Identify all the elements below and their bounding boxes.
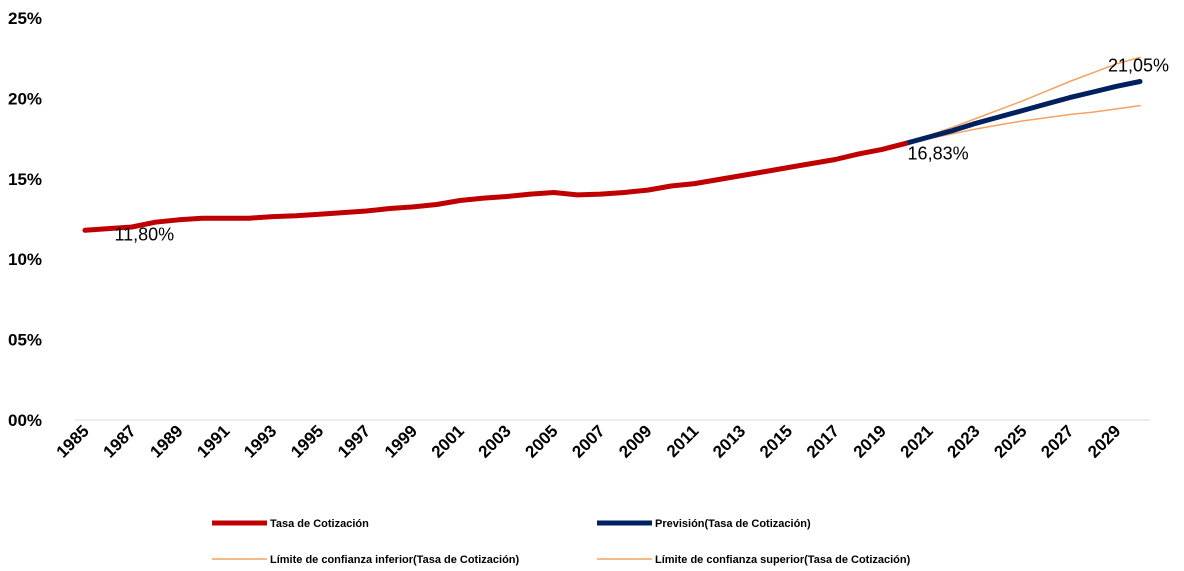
legend-label: Tasa de Cotización xyxy=(270,518,369,530)
x-tick-label: 2009 xyxy=(615,421,655,461)
x-tick-label: 1999 xyxy=(381,421,421,461)
legend-label: Límite de confianza superior(Tasa de Cot… xyxy=(655,554,911,566)
x-tick-label: 2003 xyxy=(475,421,515,461)
x-tick-label: 1997 xyxy=(334,421,374,461)
x-tick-label: 2019 xyxy=(850,421,890,461)
series-line-0 xyxy=(82,140,909,233)
x-tick-label: 2005 xyxy=(522,421,562,461)
x-tick-label: 1989 xyxy=(146,421,186,461)
legend-label: Previsión(Tasa de Cotización) xyxy=(655,518,811,530)
x-tick-label: 2017 xyxy=(803,421,843,461)
y-tick-label: 15% xyxy=(8,170,42,189)
x-tick-label: 1993 xyxy=(240,421,280,461)
series-line-3 xyxy=(904,56,1141,145)
data-label: 11,80% xyxy=(114,224,174,244)
data-label: 16,83% xyxy=(908,143,969,163)
x-tick-label: 1991 xyxy=(193,421,233,461)
x-tick-label: 2021 xyxy=(897,421,937,461)
y-tick-label: 00% xyxy=(8,411,42,430)
x-tick-label: 1987 xyxy=(100,421,140,461)
y-tick-label: 25% xyxy=(8,9,42,28)
y-tick-label: 05% xyxy=(8,331,42,350)
x-tick-label: 2013 xyxy=(709,421,749,461)
x-tick-label: 2015 xyxy=(756,421,796,461)
x-tick-label: 2025 xyxy=(990,421,1030,461)
series-line-2 xyxy=(904,104,1141,145)
x-tick-label: 2027 xyxy=(1037,421,1077,461)
legend-label: Límite de confianza inferior(Tasa de Cot… xyxy=(270,554,520,566)
x-tick-label: 1995 xyxy=(287,421,327,461)
y-tick-label: 20% xyxy=(8,89,42,108)
x-tick-label: 1985 xyxy=(53,421,93,461)
series-line-1 xyxy=(903,79,1143,146)
x-tick-label: 2023 xyxy=(944,421,984,461)
x-tick-label: 2029 xyxy=(1084,421,1124,461)
x-tick-label: 2001 xyxy=(428,421,468,461)
x-tick-label: 2007 xyxy=(568,421,608,461)
x-tick-label: 2011 xyxy=(663,421,703,461)
y-tick-label: 10% xyxy=(8,250,42,269)
data-label: 21,05% xyxy=(1108,56,1169,76)
